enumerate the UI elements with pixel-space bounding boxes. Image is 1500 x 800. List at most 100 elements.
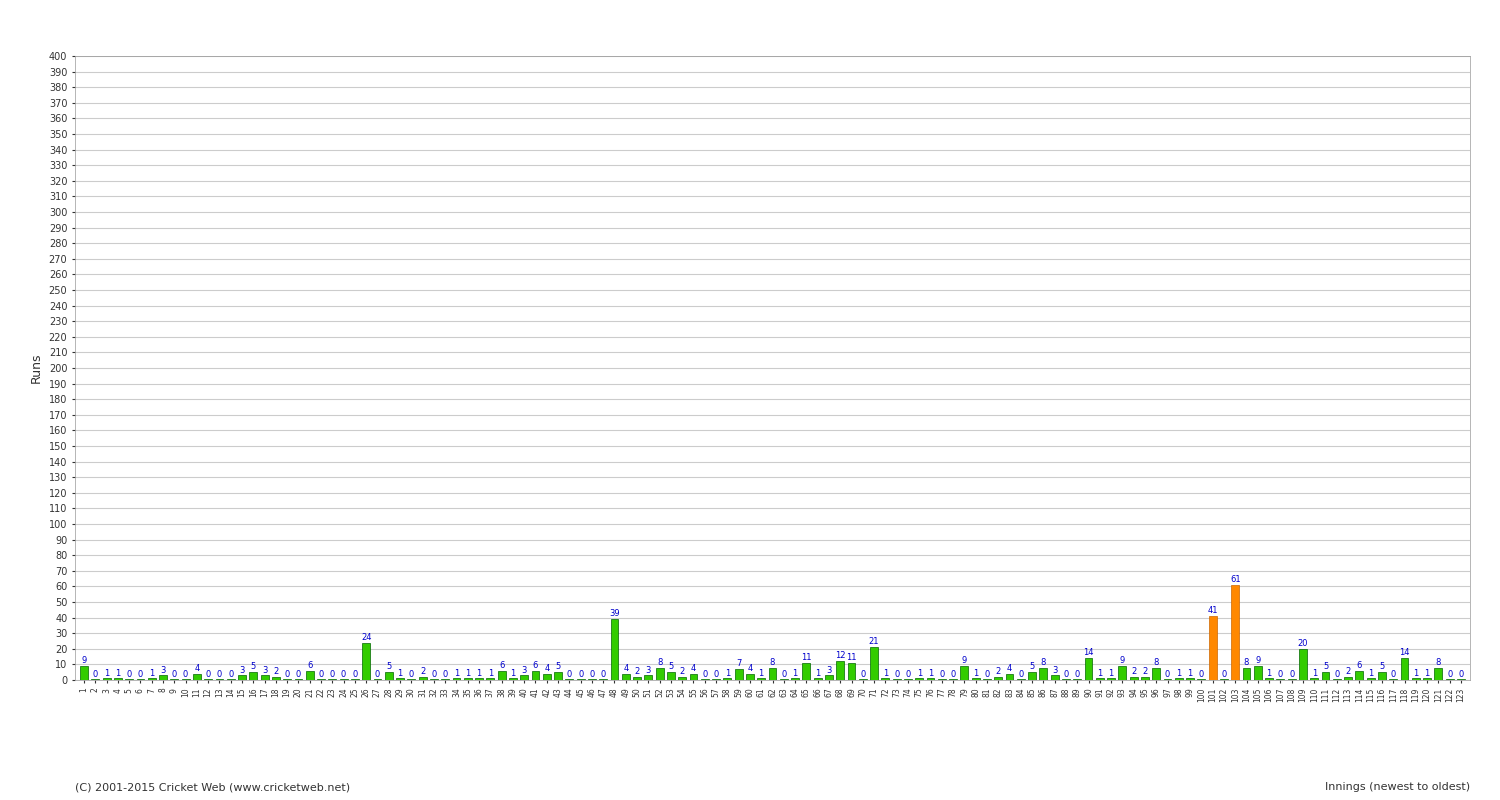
Text: 0: 0 bbox=[714, 670, 718, 678]
Text: 1: 1 bbox=[1368, 669, 1374, 678]
Text: 1: 1 bbox=[1108, 669, 1113, 678]
Bar bbox=[735, 669, 742, 680]
Text: 0: 0 bbox=[296, 670, 302, 678]
Bar bbox=[249, 672, 258, 680]
Text: 0: 0 bbox=[702, 670, 708, 678]
Text: 8: 8 bbox=[770, 658, 776, 666]
Bar bbox=[1434, 667, 1443, 680]
Text: 0: 0 bbox=[217, 670, 222, 678]
Text: 9: 9 bbox=[1256, 656, 1260, 665]
Text: 5: 5 bbox=[1323, 662, 1328, 671]
Bar bbox=[486, 678, 495, 680]
Text: 0: 0 bbox=[375, 670, 380, 678]
Text: 0: 0 bbox=[171, 670, 177, 678]
Bar bbox=[554, 672, 562, 680]
Text: 5: 5 bbox=[669, 662, 674, 671]
Bar bbox=[1344, 677, 1352, 680]
Bar bbox=[396, 678, 404, 680]
Text: 6: 6 bbox=[1356, 661, 1362, 670]
Text: 5: 5 bbox=[386, 662, 392, 671]
Bar bbox=[498, 670, 506, 680]
Bar bbox=[1096, 678, 1104, 680]
Bar bbox=[1174, 678, 1184, 680]
Bar bbox=[1401, 658, 1408, 680]
Bar bbox=[758, 678, 765, 680]
Bar bbox=[825, 675, 833, 680]
Bar bbox=[1107, 678, 1114, 680]
Text: 0: 0 bbox=[1458, 670, 1464, 678]
Text: 24: 24 bbox=[362, 633, 372, 642]
Bar bbox=[362, 642, 370, 680]
Bar bbox=[1378, 672, 1386, 680]
Bar bbox=[633, 677, 640, 680]
Bar bbox=[622, 674, 630, 680]
Text: 1: 1 bbox=[1425, 669, 1430, 678]
Text: 3: 3 bbox=[827, 666, 831, 674]
Text: 0: 0 bbox=[600, 670, 606, 678]
Text: 6: 6 bbox=[532, 661, 538, 670]
Bar bbox=[1152, 667, 1160, 680]
Text: 61: 61 bbox=[1230, 575, 1240, 584]
Text: 3: 3 bbox=[522, 666, 526, 674]
Text: 2: 2 bbox=[1143, 667, 1148, 676]
Text: 0: 0 bbox=[442, 670, 448, 678]
Text: 1: 1 bbox=[1176, 669, 1182, 678]
Text: (C) 2001-2015 Cricket Web (www.cricketweb.net): (C) 2001-2015 Cricket Web (www.cricketwe… bbox=[75, 782, 350, 792]
Text: 0: 0 bbox=[939, 670, 945, 678]
Text: 14: 14 bbox=[1400, 648, 1410, 658]
Text: 0: 0 bbox=[126, 670, 132, 678]
Text: 5: 5 bbox=[1380, 662, 1384, 671]
Bar bbox=[1424, 678, 1431, 680]
Text: 21: 21 bbox=[868, 638, 879, 646]
Text: 4: 4 bbox=[692, 664, 696, 673]
Text: 1: 1 bbox=[882, 669, 888, 678]
Text: 0: 0 bbox=[590, 670, 594, 678]
Text: 5: 5 bbox=[555, 662, 561, 671]
Text: 0: 0 bbox=[138, 670, 142, 678]
Bar bbox=[520, 675, 528, 680]
Bar bbox=[960, 666, 969, 680]
Text: 39: 39 bbox=[609, 610, 619, 618]
Text: 0: 0 bbox=[1390, 670, 1396, 678]
Text: 1: 1 bbox=[759, 669, 764, 678]
Text: 4: 4 bbox=[1007, 664, 1013, 673]
Text: 1: 1 bbox=[477, 669, 482, 678]
Text: 0: 0 bbox=[782, 670, 786, 678]
Bar bbox=[453, 678, 460, 680]
Text: 1: 1 bbox=[1266, 669, 1272, 678]
Text: 0: 0 bbox=[1448, 670, 1452, 678]
Text: 0: 0 bbox=[906, 670, 910, 678]
Text: 1: 1 bbox=[465, 669, 471, 678]
Text: 1: 1 bbox=[928, 669, 933, 678]
Text: 0: 0 bbox=[352, 670, 357, 678]
Text: 14: 14 bbox=[1083, 648, 1094, 658]
Bar bbox=[610, 619, 618, 680]
Bar bbox=[148, 678, 156, 680]
Text: 3: 3 bbox=[1052, 666, 1058, 674]
Bar bbox=[306, 670, 314, 680]
Bar bbox=[272, 677, 280, 680]
Text: 0: 0 bbox=[1221, 670, 1227, 678]
Bar bbox=[194, 674, 201, 680]
Text: 0: 0 bbox=[1278, 670, 1282, 678]
Bar bbox=[80, 666, 88, 680]
Text: 8: 8 bbox=[1436, 658, 1442, 666]
Text: Innings (newest to oldest): Innings (newest to oldest) bbox=[1324, 782, 1470, 792]
Bar bbox=[1028, 672, 1036, 680]
Text: 0: 0 bbox=[1019, 670, 1023, 678]
Text: 0: 0 bbox=[432, 670, 436, 678]
Bar bbox=[419, 677, 426, 680]
Text: 1: 1 bbox=[510, 669, 516, 678]
Text: 0: 0 bbox=[1288, 670, 1294, 678]
Text: 1: 1 bbox=[1311, 669, 1317, 678]
Bar bbox=[1322, 672, 1329, 680]
Text: 2: 2 bbox=[1131, 667, 1137, 676]
Text: 0: 0 bbox=[859, 670, 865, 678]
Bar bbox=[1186, 678, 1194, 680]
Text: 1: 1 bbox=[148, 669, 154, 678]
Bar bbox=[668, 672, 675, 680]
Text: 0: 0 bbox=[1064, 670, 1068, 678]
Text: 8: 8 bbox=[1154, 658, 1160, 666]
Bar bbox=[1412, 678, 1420, 680]
Text: 4: 4 bbox=[622, 664, 628, 673]
